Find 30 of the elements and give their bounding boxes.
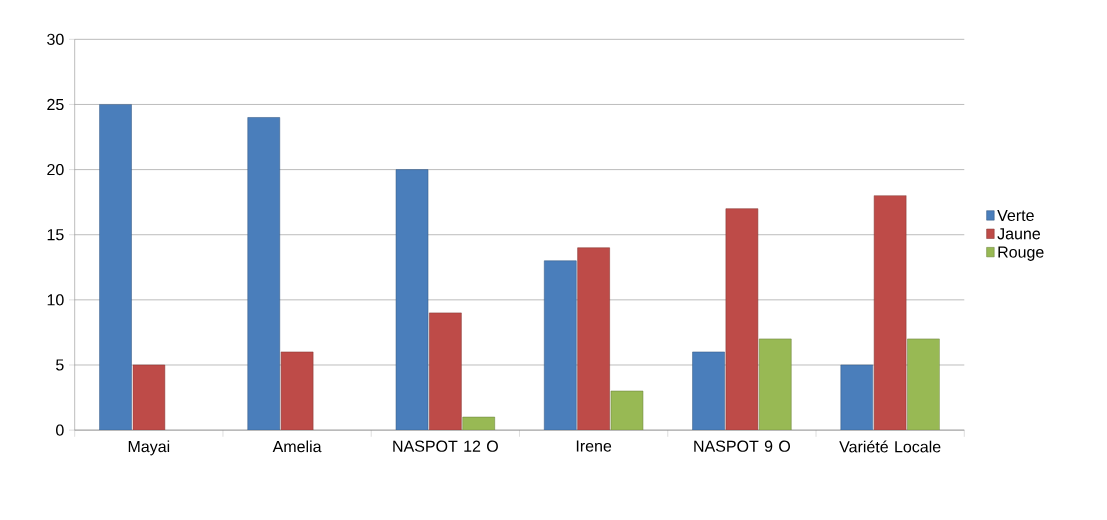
legend-label: Jaune	[997, 228, 1041, 240]
bar	[725, 208, 759, 431]
bar	[99, 104, 132, 431]
x-tick-label: NASPOT 9 O	[694, 440, 791, 452]
bar	[247, 117, 281, 431]
bar	[544, 260, 577, 431]
bar	[577, 247, 610, 431]
bar	[395, 169, 429, 431]
legend-label: Rouge	[998, 246, 1044, 261]
bar	[692, 351, 725, 431]
bar	[873, 195, 907, 431]
x-tick-label: NASPOT 12 O	[393, 440, 498, 452]
bar	[758, 338, 792, 431]
x-tick-label: Variété Locale	[839, 440, 941, 453]
y-tick-label: 0	[56, 424, 64, 436]
y-tick-label: 20	[47, 163, 64, 176]
y-tick-label: 15	[47, 229, 64, 241]
x-tick-label: Irene	[576, 440, 612, 452]
bar	[132, 364, 166, 431]
x-tick-label: Mayai	[128, 440, 170, 456]
bar	[840, 364, 874, 431]
bar	[907, 338, 940, 431]
legend-label: Verte	[997, 209, 1034, 221]
x-tick-label: Amelia	[272, 440, 322, 453]
y-tick-label: 25	[47, 98, 64, 111]
bar	[280, 351, 314, 431]
y-tick-label: 30	[47, 33, 64, 45]
y-tick-label: 5	[56, 359, 64, 371]
bar	[429, 312, 462, 431]
y-tick-label: 10	[47, 294, 64, 306]
